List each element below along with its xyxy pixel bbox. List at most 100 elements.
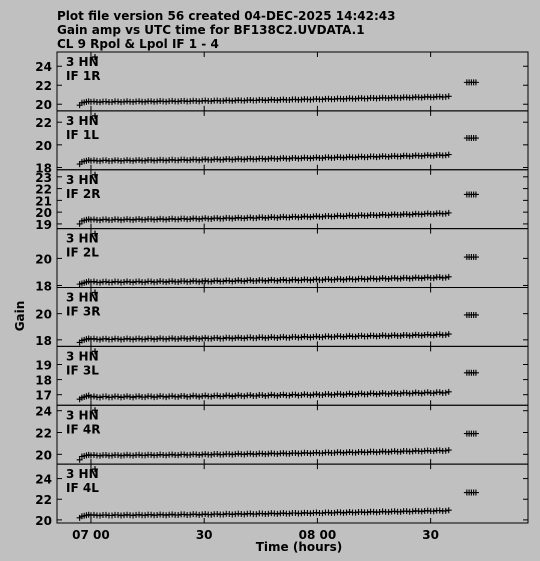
data-point <box>265 334 272 341</box>
data-point <box>352 449 359 456</box>
y-tick-label: 20 <box>35 514 52 528</box>
data-point <box>397 508 404 515</box>
data-point <box>358 275 365 282</box>
data-point <box>253 156 260 163</box>
data-point <box>331 391 338 398</box>
data-point <box>442 152 449 159</box>
data-point <box>364 333 371 340</box>
data-point <box>403 211 410 218</box>
data-point <box>313 213 320 220</box>
data-point <box>181 511 188 518</box>
data-point <box>115 278 122 285</box>
data-point <box>385 333 392 340</box>
data-point <box>96 394 103 401</box>
data-point <box>304 276 311 283</box>
data-point <box>286 334 293 341</box>
data-point <box>148 278 155 285</box>
data-point <box>358 153 365 160</box>
data-point <box>445 388 452 395</box>
data-point <box>187 393 194 400</box>
data-point <box>436 151 443 158</box>
data-point <box>169 392 176 399</box>
data-point <box>379 390 386 397</box>
data-point <box>337 391 344 398</box>
data-point <box>346 275 353 282</box>
antenna-label: 3 HN <box>66 467 99 481</box>
data-point <box>370 275 377 282</box>
data-point <box>274 450 281 457</box>
data-point <box>142 157 149 164</box>
data-point <box>154 216 161 223</box>
data-point <box>325 276 332 283</box>
data-point <box>241 511 248 518</box>
data-point <box>163 452 170 459</box>
data-point <box>241 156 248 163</box>
data-point <box>298 155 305 162</box>
data-point <box>130 394 137 401</box>
data-point <box>391 211 398 218</box>
data-point <box>385 95 392 102</box>
data-point <box>130 279 137 286</box>
data-point <box>247 334 254 341</box>
data-point <box>241 97 248 104</box>
data-point <box>331 96 338 103</box>
y-tick-label: 24 <box>35 473 52 487</box>
data-point <box>376 153 383 160</box>
data-point <box>358 448 365 455</box>
data-point <box>391 332 398 339</box>
data-point <box>313 276 320 283</box>
data-point <box>424 331 431 338</box>
data-point <box>340 391 347 398</box>
data-point <box>340 333 347 340</box>
data-point <box>370 153 377 160</box>
data-point <box>109 336 116 343</box>
data-point <box>370 332 377 339</box>
data-point <box>286 96 293 103</box>
data-point <box>409 448 416 455</box>
data-point <box>337 333 344 340</box>
data-point <box>247 510 254 517</box>
data-point <box>352 333 359 340</box>
data-point <box>90 216 97 223</box>
data-point <box>226 334 233 341</box>
data-point <box>352 391 359 398</box>
data-point <box>124 335 131 342</box>
data-point <box>472 191 479 198</box>
data-point <box>397 211 404 218</box>
data-point <box>96 279 103 286</box>
data-point <box>352 509 359 516</box>
antenna-label: 3 HN <box>66 349 99 363</box>
data-point <box>102 393 109 400</box>
y-tick-label: 20 <box>35 139 52 153</box>
data-point <box>445 273 452 280</box>
panel-label: IF 1R <box>66 69 100 83</box>
data-point <box>409 390 416 397</box>
data-point <box>364 95 371 102</box>
data-point <box>385 276 392 283</box>
data-point <box>331 509 338 516</box>
data-point <box>187 511 194 518</box>
data-point <box>142 336 149 343</box>
data-point <box>241 393 248 400</box>
data-point <box>418 211 425 218</box>
data-point <box>472 254 479 261</box>
data-point <box>202 334 209 341</box>
data-point <box>199 393 206 400</box>
data-point <box>292 509 299 516</box>
y-tick-label: 20 <box>35 206 52 220</box>
panel-label: IF 2R <box>66 187 100 201</box>
data-point <box>102 216 109 223</box>
data-point <box>232 392 239 399</box>
data-point <box>124 278 131 285</box>
data-point <box>352 95 359 102</box>
data-point <box>148 393 155 400</box>
data-point <box>313 391 320 398</box>
data-point <box>208 451 215 458</box>
data-point <box>220 215 227 222</box>
data-point <box>102 278 109 285</box>
data-point <box>136 393 143 400</box>
data-point <box>274 392 281 399</box>
data-point <box>148 157 155 164</box>
data-point <box>90 393 97 400</box>
